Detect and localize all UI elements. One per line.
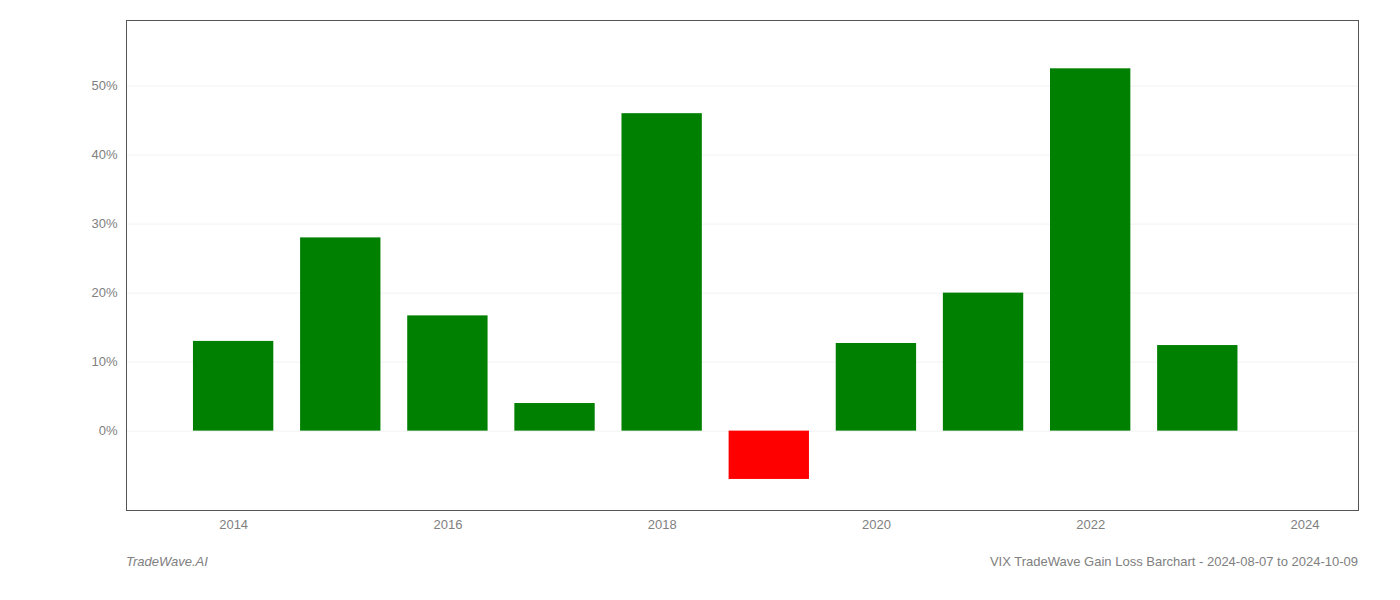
svg-text:20%: 20% <box>91 285 117 300</box>
svg-text:2020: 2020 <box>862 517 891 532</box>
svg-text:2022: 2022 <box>1076 517 1105 532</box>
svg-text:30%: 30% <box>91 216 117 231</box>
svg-text:50%: 50% <box>91 78 117 93</box>
svg-text:0%: 0% <box>99 423 118 438</box>
svg-text:2014: 2014 <box>219 517 248 532</box>
svg-text:2016: 2016 <box>433 517 462 532</box>
html-text:VIX TradeWave Gain Loss Barcha: VIX TradeWave Gain Loss Barchart - 2024-… <box>989 554 1358 569</box>
svg-text:2024: 2024 <box>1290 517 1319 532</box>
html-text:TradeWave.AI: TradeWave.AI <box>126 554 208 569</box>
svg-text:2018: 2018 <box>648 517 677 532</box>
svg-text:40%: 40% <box>91 147 117 162</box>
svg-text:10%: 10% <box>91 354 117 369</box>
